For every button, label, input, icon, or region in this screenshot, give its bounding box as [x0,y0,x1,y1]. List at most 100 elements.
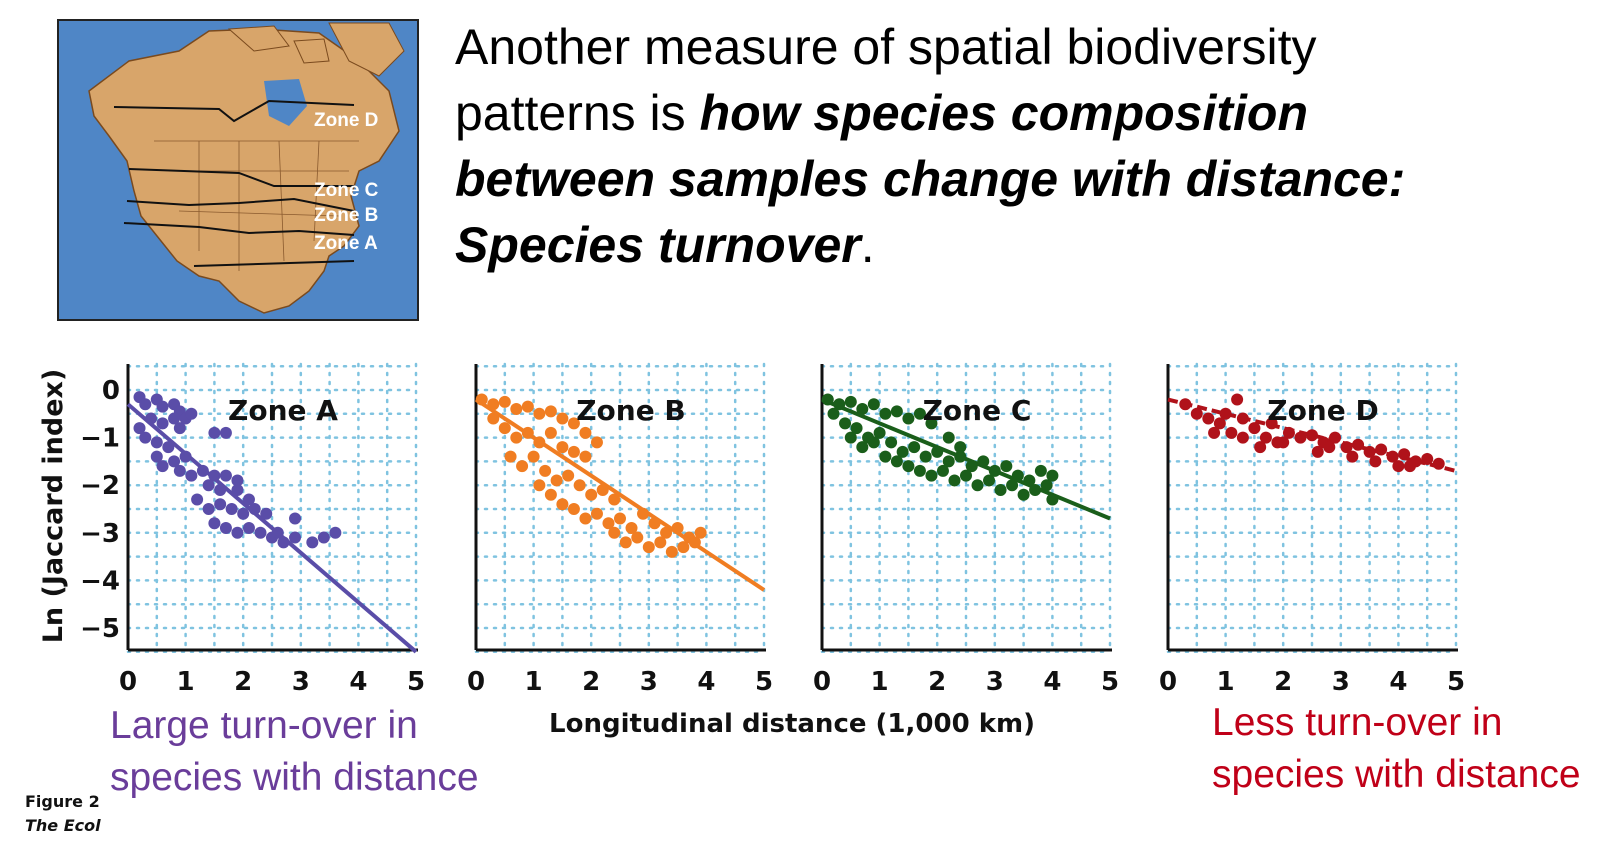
data-point [833,398,846,411]
data-point [544,405,557,418]
data-point [625,522,638,535]
x-tick-label: 4 [697,667,715,697]
headline-line-2: patterns is how species composition [455,85,1309,141]
trend-line [821,397,1111,521]
data-point [254,526,267,539]
caption-large-turnover: Large turn-over in species with distance [110,704,479,799]
data-point [173,464,186,477]
data-point [567,503,580,515]
data-point [890,455,903,468]
data-point [665,545,678,558]
data-point [510,431,523,444]
y-tick-label: 0 [102,376,120,406]
data-point [516,460,529,473]
data-point [1403,460,1416,473]
x-axis-label: Longitudinal distance (1,000 km) [549,709,1035,739]
data-point [1306,429,1318,442]
data-point [139,431,152,444]
x-tick-label: 1 [525,667,543,697]
data-point [694,526,707,539]
data-point [573,479,586,492]
data-point [977,455,990,468]
data-point [648,517,661,530]
y-axis-label: Ln (Jaccard index) [38,369,69,644]
y-tick-label: −1 [80,424,120,454]
x-tick-label: 0 [119,667,137,697]
data-point [1398,448,1411,461]
x-tick-label: 1 [1217,667,1235,697]
x-tick-label: 4 [1043,667,1061,697]
data-point [527,450,540,463]
data-point [965,460,978,473]
headline-line-1: Another measure of spatial biodiversity [455,19,1317,75]
data-point [931,445,944,458]
headline-line-3: between samples change with distance: [455,151,1406,207]
data-point [925,469,938,482]
zone-a-south-line [193,260,355,267]
data-point [827,407,840,420]
zone-a-line [123,222,355,236]
data-point [579,450,592,463]
data-point [219,469,232,482]
data-point [562,469,575,482]
figure-credit-line-1: Figure 2 [25,792,100,811]
data-point [208,426,221,439]
data-point [1034,464,1047,477]
data-point [988,464,1001,477]
data-point [173,422,186,435]
data-point [913,464,926,477]
data-point [994,483,1007,496]
map-label-zone-a: Zone A [314,233,378,254]
data-point [1294,431,1307,444]
data-point [556,441,569,454]
data-point [677,541,690,554]
data-point [1259,431,1272,444]
data-point [839,417,852,430]
y-tick-label: −2 [80,471,120,501]
data-point [533,407,546,420]
data-point [504,450,517,463]
data-point [248,503,261,515]
data-point [550,474,563,487]
data-point [890,405,903,418]
data-point [168,455,181,468]
data-point [1369,455,1382,468]
data-point [510,403,523,416]
figure-credit-line-2: The Ecol [25,816,101,835]
data-point [873,426,886,439]
data-point [214,498,227,511]
data-point [521,400,534,413]
data-point [856,441,869,454]
data-point [1040,479,1053,492]
data-point [1375,443,1388,456]
data-point [1282,426,1295,439]
x-tick-label: 3 [640,667,658,697]
data-point [902,460,915,473]
chart-4: 0 1 2 3 4 5 Zone D [1159,362,1465,697]
x-tick-label: 0 [467,667,485,697]
x-tick-label: 0 [813,667,831,697]
data-point [1213,417,1226,430]
data-point [544,488,557,501]
data-point [942,455,955,468]
north-america-zone-map: Zone D Zone C Zone B Zone A [57,19,419,321]
data-point [277,536,290,549]
y-tick-label: −4 [80,566,120,596]
data-point [162,441,175,454]
data-point [879,450,892,463]
data-point [1017,488,1030,501]
data-point [954,441,967,454]
arctic-islands [227,25,330,64]
data-point [902,412,915,425]
data-point [329,526,342,539]
data-point [585,488,598,501]
x-tick-label: 5 [755,667,773,697]
map-label-zone-d: Zone D [314,110,378,131]
data-point [237,507,250,520]
data-point [242,493,255,506]
data-point [556,412,569,425]
data-point [521,426,534,439]
x-tick-label: 2 [234,667,252,697]
data-point [579,512,592,525]
data-point [844,395,857,408]
